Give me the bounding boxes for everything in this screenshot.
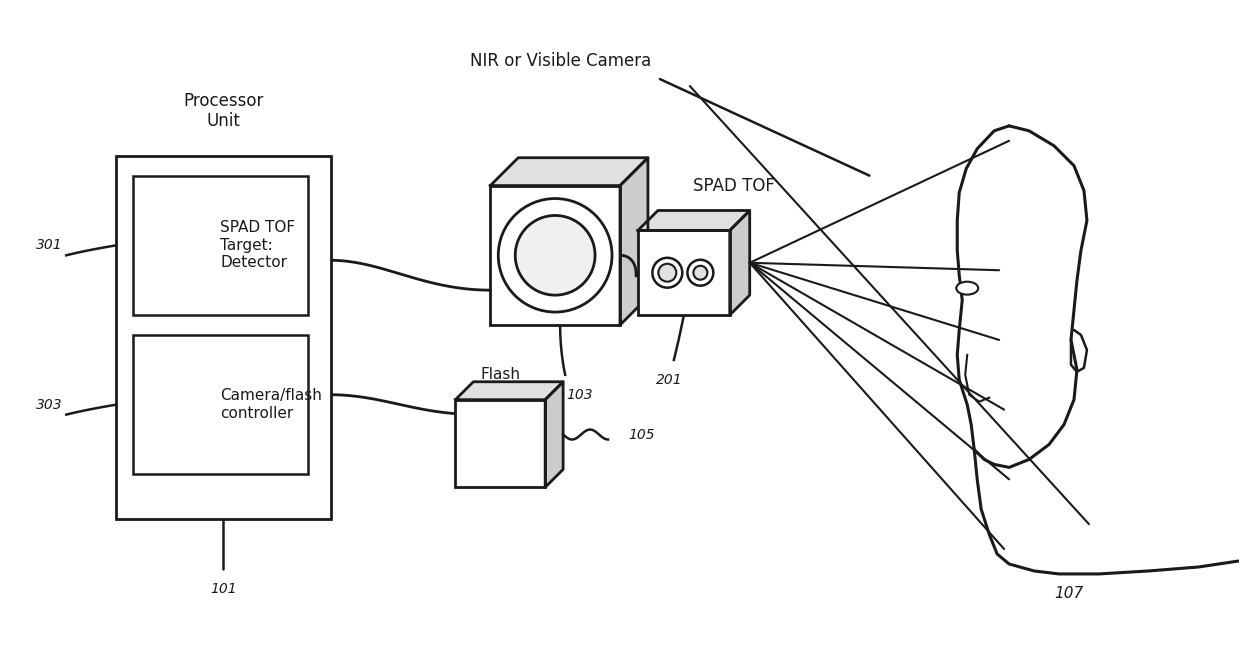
Bar [117,155,331,519]
Polygon shape [730,210,750,315]
Bar [133,335,308,474]
Bar [133,176,308,315]
Polygon shape [490,158,649,185]
Circle shape [652,258,682,288]
Text: Processor
Unit: Processor Unit [184,91,264,131]
Polygon shape [637,210,750,231]
Polygon shape [546,382,563,487]
Circle shape [498,199,613,312]
Text: 301: 301 [36,238,62,252]
Text: SPAD TOF: SPAD TOF [693,176,775,195]
Ellipse shape [956,281,978,295]
Text: SPAD TOF
Target:
Detector: SPAD TOF Target: Detector [221,221,295,270]
Circle shape [658,264,676,281]
Bar [455,400,546,487]
Text: 107: 107 [1054,586,1084,601]
Text: NIR or Visible Camera: NIR or Visible Camera [470,52,651,70]
Text: 303: 303 [36,398,62,411]
Circle shape [693,266,707,279]
Text: 105: 105 [627,428,655,441]
Text: 101: 101 [210,582,237,596]
Text: Camera/flash
controller: Camera/flash controller [221,389,322,421]
Text: 201: 201 [656,373,682,387]
Bar [637,231,730,315]
Circle shape [687,260,713,285]
Text: Flash: Flash [480,367,521,382]
Polygon shape [455,382,563,400]
Bar [490,185,620,325]
Circle shape [516,215,595,295]
Text: 103: 103 [567,388,594,402]
Polygon shape [620,158,649,325]
